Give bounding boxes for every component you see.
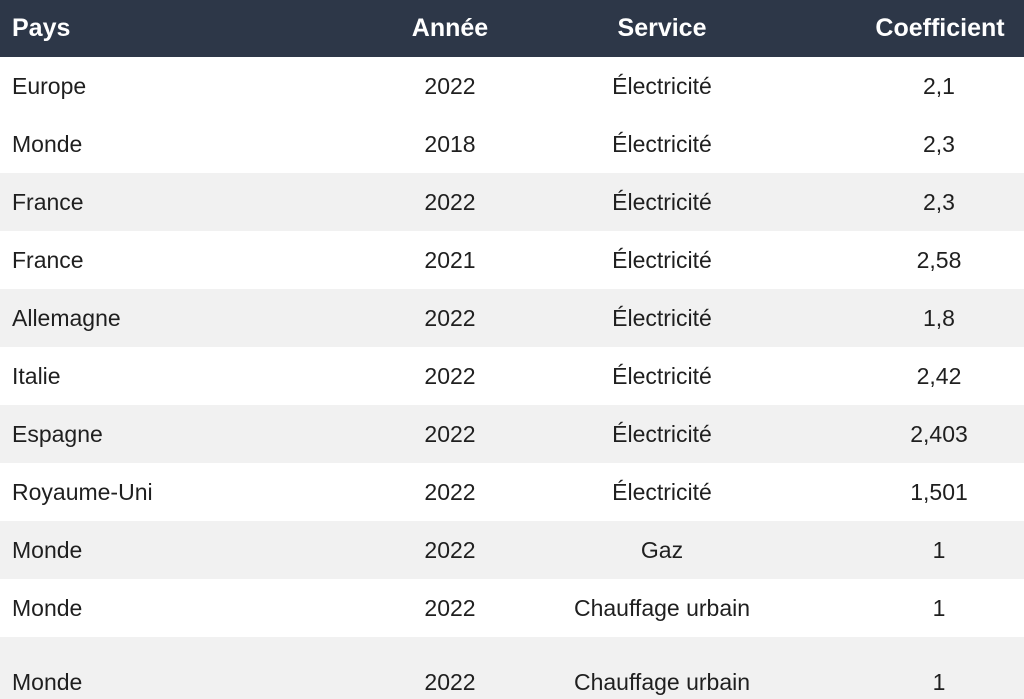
cell-pays: Allemagne: [12, 304, 121, 331]
table-row: Monde 2018 Électricité 2,3: [0, 115, 1024, 173]
cell-service: Chauffage urbain: [573, 594, 751, 621]
cell-service: Électricité: [612, 420, 712, 447]
table-row: France 2021 Électricité 2,58: [0, 231, 1024, 289]
cell-service: Électricité: [612, 188, 712, 215]
cell-pays: Monde: [12, 536, 83, 563]
header-service[interactable]: Service: [617, 14, 707, 42]
cell-coefficient: 1: [932, 668, 946, 695]
table-row: France 2022 Électricité 2,3: [0, 173, 1024, 231]
cell-coefficient: 2,42: [916, 362, 962, 389]
header-pays[interactable]: Pays: [12, 14, 71, 42]
cell-pays: Monde: [12, 668, 83, 695]
cell-annee: 2022: [424, 362, 476, 389]
table-row: Allemagne 2022 Électricité 1,8: [0, 289, 1024, 347]
table-row: Europe 2022 Électricité 2,1: [0, 57, 1024, 115]
cell-coefficient: 2,58: [916, 246, 962, 273]
cell-annee: 2018: [424, 130, 476, 157]
cell-pays: Monde: [12, 130, 83, 157]
header-annee[interactable]: Année: [411, 14, 489, 42]
table-row: Italie 2022 Électricité 2,42: [0, 347, 1024, 405]
cell-service: Électricité: [612, 130, 712, 157]
cell-service: Électricité: [612, 362, 712, 389]
cell-annee: 2022: [424, 72, 476, 99]
cell-service: Électricité: [612, 72, 712, 99]
cell-annee: 2022: [424, 594, 476, 621]
cell-service: Gaz: [640, 536, 684, 563]
cell-annee: 2022: [424, 304, 476, 331]
cell-annee: 2022: [424, 478, 476, 505]
cell-annee: 2022: [424, 420, 476, 447]
cell-pays: France: [12, 246, 84, 273]
cell-pays: Italie: [12, 362, 61, 389]
cell-coefficient: 1: [932, 536, 946, 563]
header-coefficient[interactable]: Coefficient: [875, 14, 1005, 42]
cell-annee: 2022: [424, 188, 476, 215]
cell-coefficient: 2,403: [910, 420, 968, 447]
cell-coefficient: 2,1: [923, 72, 955, 99]
cell-service: Électricité: [612, 478, 712, 505]
table-row: Monde 2022 Chauffage urbain 1: [0, 637, 1024, 699]
cell-service: Électricité: [612, 246, 712, 273]
table-header: Pays Année Service Coefficient: [0, 0, 1024, 57]
cell-coefficient: 1: [932, 594, 946, 621]
cell-service: Chauffage urbain: [573, 668, 751, 695]
cell-coefficient: 2,3: [923, 188, 955, 215]
table-row: Monde 2022 Gaz 1: [0, 521, 1024, 579]
cell-coefficient: 1,501: [910, 478, 968, 505]
cell-annee: 2022: [424, 536, 476, 563]
cell-annee: 2021: [424, 246, 476, 273]
cell-coefficient: 1,8: [923, 304, 955, 331]
table-row: Monde 2022 Chauffage urbain 1: [0, 579, 1024, 637]
table-row: Royaume-Uni 2022 Électricité 1,501: [0, 463, 1024, 521]
table-row: Espagne 2022 Électricité 2,403: [0, 405, 1024, 463]
cell-pays: Espagne: [12, 420, 103, 447]
cell-annee: 2022: [424, 668, 476, 695]
cell-pays: Monde: [12, 594, 83, 621]
cell-service: Électricité: [612, 304, 712, 331]
cell-pays: France: [12, 188, 84, 215]
cell-pays: Royaume-Uni: [12, 478, 153, 505]
cell-coefficient: 2,3: [923, 130, 955, 157]
cell-pays: Europe: [12, 72, 87, 99]
